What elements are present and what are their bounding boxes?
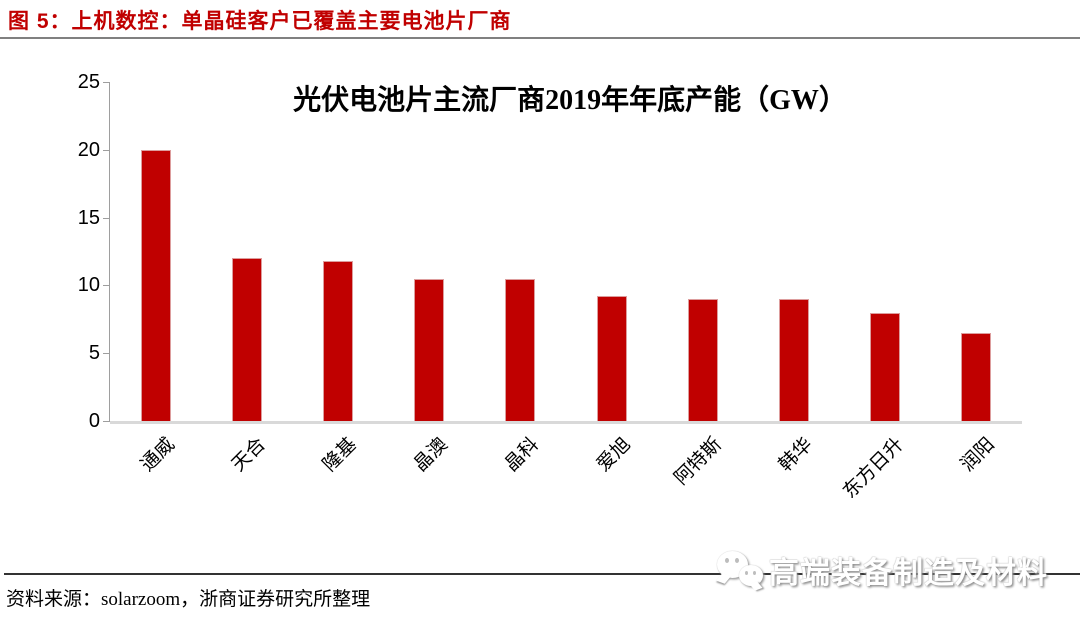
bar-爱旭	[596, 296, 627, 421]
bar-天合	[231, 258, 262, 421]
y-tick-mark	[103, 353, 110, 355]
y-tick-mark	[103, 149, 110, 151]
y-tick-mark	[103, 217, 110, 219]
figure-label: 图 5：	[8, 10, 72, 33]
source-text: 资料来源：solarzoom，浙商证券研究所整理	[6, 589, 371, 610]
wechat-eye	[735, 558, 739, 563]
y-tick-label: 5	[88, 342, 100, 365]
bar-东方日升	[870, 312, 901, 421]
header-divider	[0, 37, 1080, 39]
wechat-icon	[715, 547, 767, 593]
watermark: 高端装备制造及材料	[715, 547, 1048, 593]
watermark-text: 高端装备制造及材料	[769, 557, 1048, 590]
wechat-eye	[745, 571, 748, 575]
bar-韩华	[779, 298, 809, 421]
y-axis-line	[109, 82, 110, 421]
y-tick-mark	[103, 82, 110, 83]
wechat-eye	[753, 571, 756, 575]
bar-晶澳	[414, 278, 445, 421]
figure-title: 上机数控：单晶硅客户已覆盖主要电池片厂商	[71, 10, 512, 33]
wechat-bubble-small	[739, 565, 763, 586]
footer-divider	[4, 573, 1080, 575]
chart-title: 光伏电池片主流厂商2019年年底产能（GW）	[293, 85, 847, 116]
y-tick-mark	[103, 421, 110, 422]
y-tick-label: 20	[77, 138, 100, 161]
y-tick-mark	[103, 285, 110, 287]
bar-润阳	[961, 332, 992, 421]
y-tick-label: 15	[77, 206, 100, 229]
bar-阿特斯	[687, 298, 718, 421]
bar-通威	[140, 149, 171, 421]
y-tick-label: 25	[77, 71, 100, 93]
bar-晶科	[505, 278, 536, 421]
plot-area: 0 5 10 15 20 25 通威 天合 隆基 晶澳 晶科 爱旭 阿特斯 韩华 东方日升 润阳	[78, 71, 1022, 503]
figure-header: 图 5：上机数控：单晶硅客户已覆盖主要电池片厂商	[8, 5, 512, 35]
y-tick-label: 0	[88, 410, 100, 432]
x-axis-baseline	[110, 421, 1022, 424]
bar-隆基	[323, 261, 353, 421]
y-tick-label: 10	[77, 274, 100, 297]
wechat-eye	[725, 558, 729, 563]
